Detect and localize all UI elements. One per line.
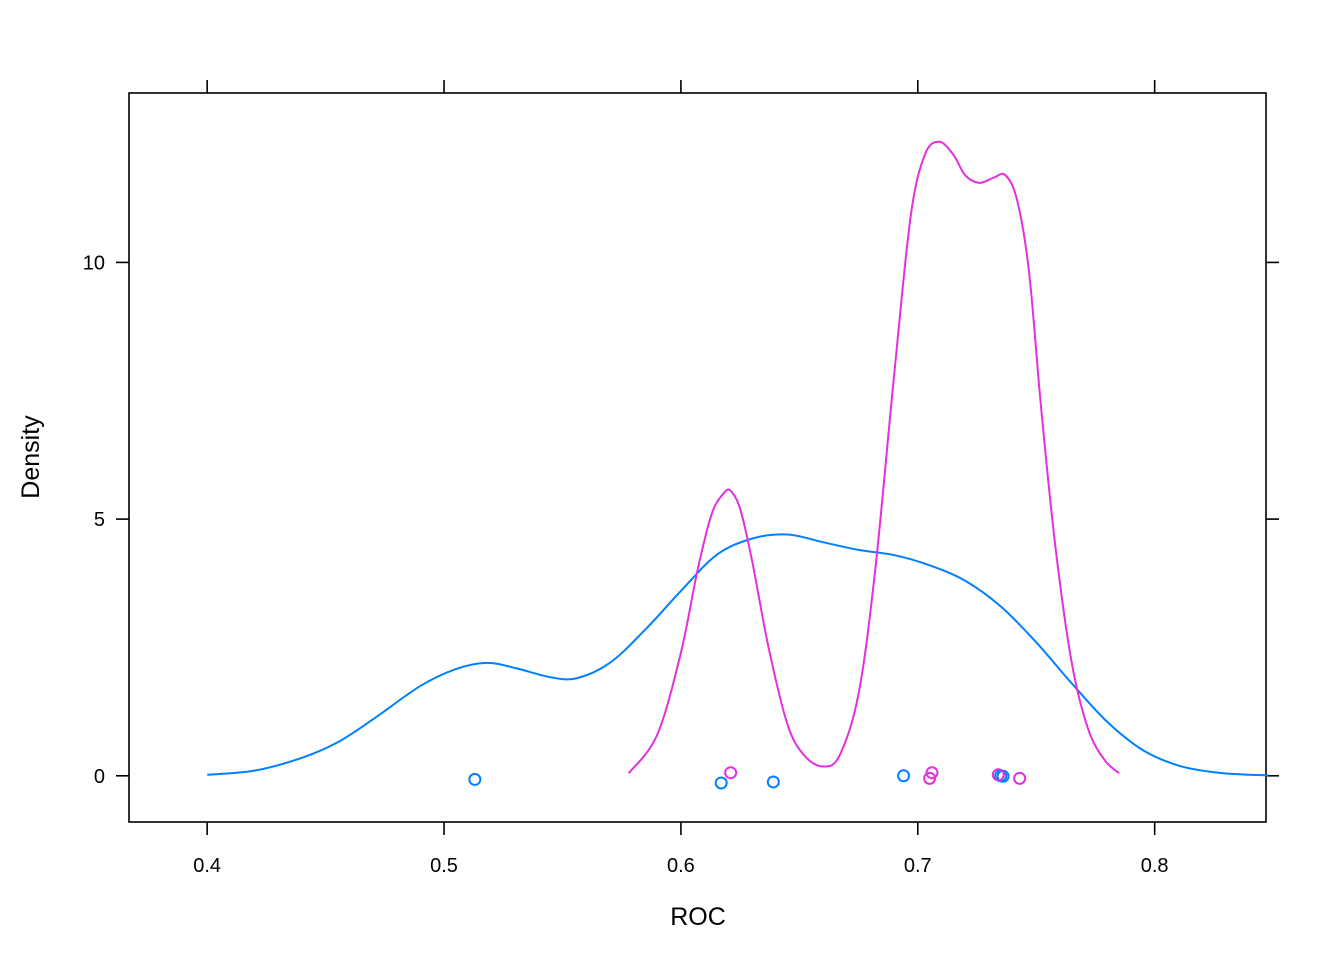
x-axis-bottom-ticks: 0.4 0.5 0.6 0.7 0.8 [193, 822, 1169, 877]
density-curve-2 [628, 140, 1120, 775]
y-tick-label: 0 [94, 766, 105, 788]
y-tick-label: 10 [83, 252, 105, 274]
x-tick-label: 0.8 [1141, 855, 1169, 877]
x-tick-label: 0.5 [430, 855, 458, 877]
rug-points [468, 766, 1027, 790]
x-axis-top-ticks [206, 80, 1156, 93]
data-point-1 [714, 776, 728, 790]
y-axis-left-ticks: 0 5 10 [83, 252, 129, 788]
data-point-2 [1013, 771, 1027, 785]
data-point-1 [766, 775, 780, 789]
data-point-1 [468, 772, 482, 786]
x-tick-label: 0.6 [667, 855, 695, 877]
data-point-2 [925, 766, 939, 780]
data-point-2 [724, 766, 738, 780]
density-curve-1 [207, 533, 1269, 777]
density-curves [207, 140, 1269, 777]
data-point-2 [991, 768, 1005, 782]
y-axis-title: Density [17, 415, 45, 499]
x-tick-label: 0.4 [193, 855, 221, 877]
data-point-1 [897, 769, 911, 783]
y-axis-right-ticks [1266, 261, 1279, 777]
x-tick-label: 0.7 [904, 855, 932, 877]
x-axis-title: ROC [670, 903, 726, 931]
y-tick-label: 5 [94, 509, 105, 531]
plot-frame [128, 92, 1267, 823]
